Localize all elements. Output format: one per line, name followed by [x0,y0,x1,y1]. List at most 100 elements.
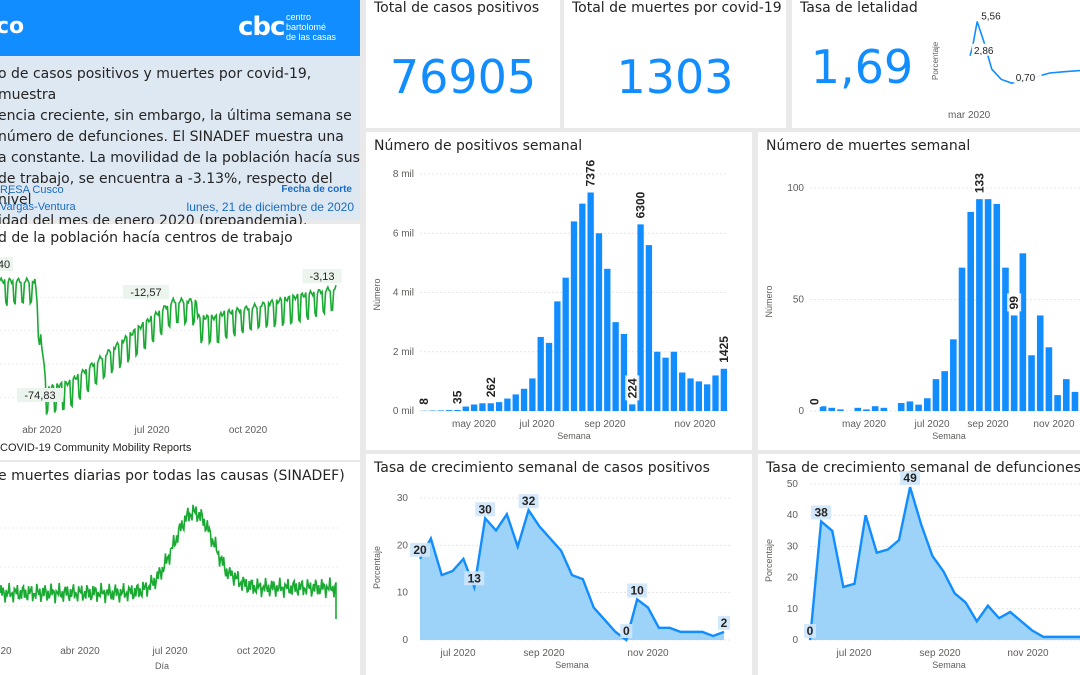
kpi-letalidad-card: Tasa de letalidad 1,69 Porcentaje 2,86 5,… [792,0,1080,128]
bar [1054,395,1061,411]
bar [670,351,678,411]
bar [871,406,879,411]
x-tick-label: may 2020 [452,419,496,430]
crec-defunciones-title: Tasa de crecimiento semanal de defuncion… [766,460,1080,476]
x-tick-label: 20 [0,646,12,657]
bar [604,268,611,411]
bar [1071,391,1079,411]
area-line [808,486,1080,641]
cbc-logo: cbc [238,12,285,42]
data-label-bg [804,624,816,638]
bar [1010,315,1018,411]
svg-text:8: 8 [417,398,431,405]
x-tick-label: jul 2020 [439,648,475,659]
x-tick-label: oct 2020 [229,425,268,436]
data-label: 0 [807,624,814,638]
data-label: 49 [903,471,917,485]
bar [854,407,862,411]
bar [915,404,922,411]
bar [579,203,586,411]
bar [679,372,686,411]
data-label-bg [464,571,485,586]
positivos-semanal-chart: 0 mil 2 mil 4 mil 6 mil 8 mil 8 35 262 7376 224 63… [372,156,731,441]
letalidad-line [969,21,1080,84]
x-tick-label: nov 2020 [1007,648,1049,659]
bar [1036,315,1044,411]
bar [950,339,957,411]
sinadef-line [0,504,337,619]
bar [704,384,711,411]
bar [645,245,653,411]
y-tick-label: 50 [793,295,805,306]
svg-text:99: 99 [1007,296,1021,310]
data-label: 0 [623,624,630,638]
source-link-1[interactable]: RESA Cusco [0,184,64,196]
bar [695,381,703,411]
y-tick-label: 10 [787,604,799,615]
letalidad-sparkline: Porcentaje 2,86 5,56 0,70 mar 2020 [931,9,1080,121]
summary-box: o de casos positivos y muertes por covid… [0,56,360,229]
data-label-bg [475,502,496,517]
bar [512,394,519,411]
letalidad-ylabel: Porcentaje [931,41,940,80]
sinadef-title: e muertes diarias por todas las causas (… [0,468,345,484]
bar [637,224,644,411]
data-label: 20 [413,543,427,557]
y-tick-label: 2 mil [393,347,414,358]
bar [529,378,536,411]
bar [520,388,528,411]
bar [662,357,669,411]
bar [897,403,905,411]
bar [595,233,603,411]
bar [504,398,511,411]
x-tick-label: sep 2020 [523,648,565,659]
svg-text:0: 0 [807,398,821,405]
bar [479,403,486,411]
bar [720,368,728,411]
data-label: 262 [483,374,498,400]
kpi-muertes-value: 1303 [616,50,734,104]
svg-text:35: 35 [450,390,464,404]
x-tick-label: abr 2020 [60,646,100,657]
letalidad-xtick: mar 2020 [948,110,991,121]
crec-defunciones-chart: 0 10 20 30 40 50 0 38 49 jul 2020 sep 2020 nov 2020… [764,471,1080,670]
data-label: 99 [1007,293,1022,312]
y-tick-label: 30 [787,541,799,552]
data-label: 10 [630,583,644,597]
y-axis-label: Porcentaje [372,546,382,589]
y-tick-label: 0 mil [393,406,414,417]
y-tick-label: 4 mil [393,288,414,299]
bar [620,333,628,411]
bar [819,406,827,411]
data-label-bg [302,269,342,283]
data-label: -3,13 [309,271,334,283]
letalidad-data-label: 5,56 [981,12,1001,23]
bar [1062,379,1070,411]
x-axis-label: Semana [555,660,589,670]
bar [828,407,836,411]
bar [487,403,494,411]
data-label-bg [620,624,633,638]
muertes-semanal-chart: 0 50 100 0 133 99 may 2020 jul 2020 sep 2020 nov … [764,170,1080,441]
source-link-2[interactable]: Vargas-Ventura [0,201,76,213]
kpi-positivos-card: Total de casos positivos 76905 [366,0,560,128]
x-tick-label: jul 2020 [518,419,554,430]
bar [654,351,661,411]
data-label: -74,83 [24,390,55,402]
data-label-bg [900,471,921,486]
y-tick-label: 0 [792,635,798,646]
data-label: 2 [721,616,728,630]
svg-text:1425: 1425 [717,336,731,363]
y-tick-label: 30 [397,493,409,504]
bar [837,409,844,411]
data-label: 38 [814,505,828,519]
letalidad-data-label: 2,86 [974,46,994,57]
data-label-bg [0,257,13,271]
bar [941,371,948,411]
movilidad-title: d de la población hacía centros de traba… [0,230,293,246]
y-tick-label: 20 [787,573,799,584]
x-tick-label: nov 2020 [627,648,669,659]
x-tick-label: jul 2020 [913,419,949,430]
bar [923,398,931,411]
sinadef-chart: 20 abr 2020 jul 2020 oct 2020 Día [0,504,340,671]
